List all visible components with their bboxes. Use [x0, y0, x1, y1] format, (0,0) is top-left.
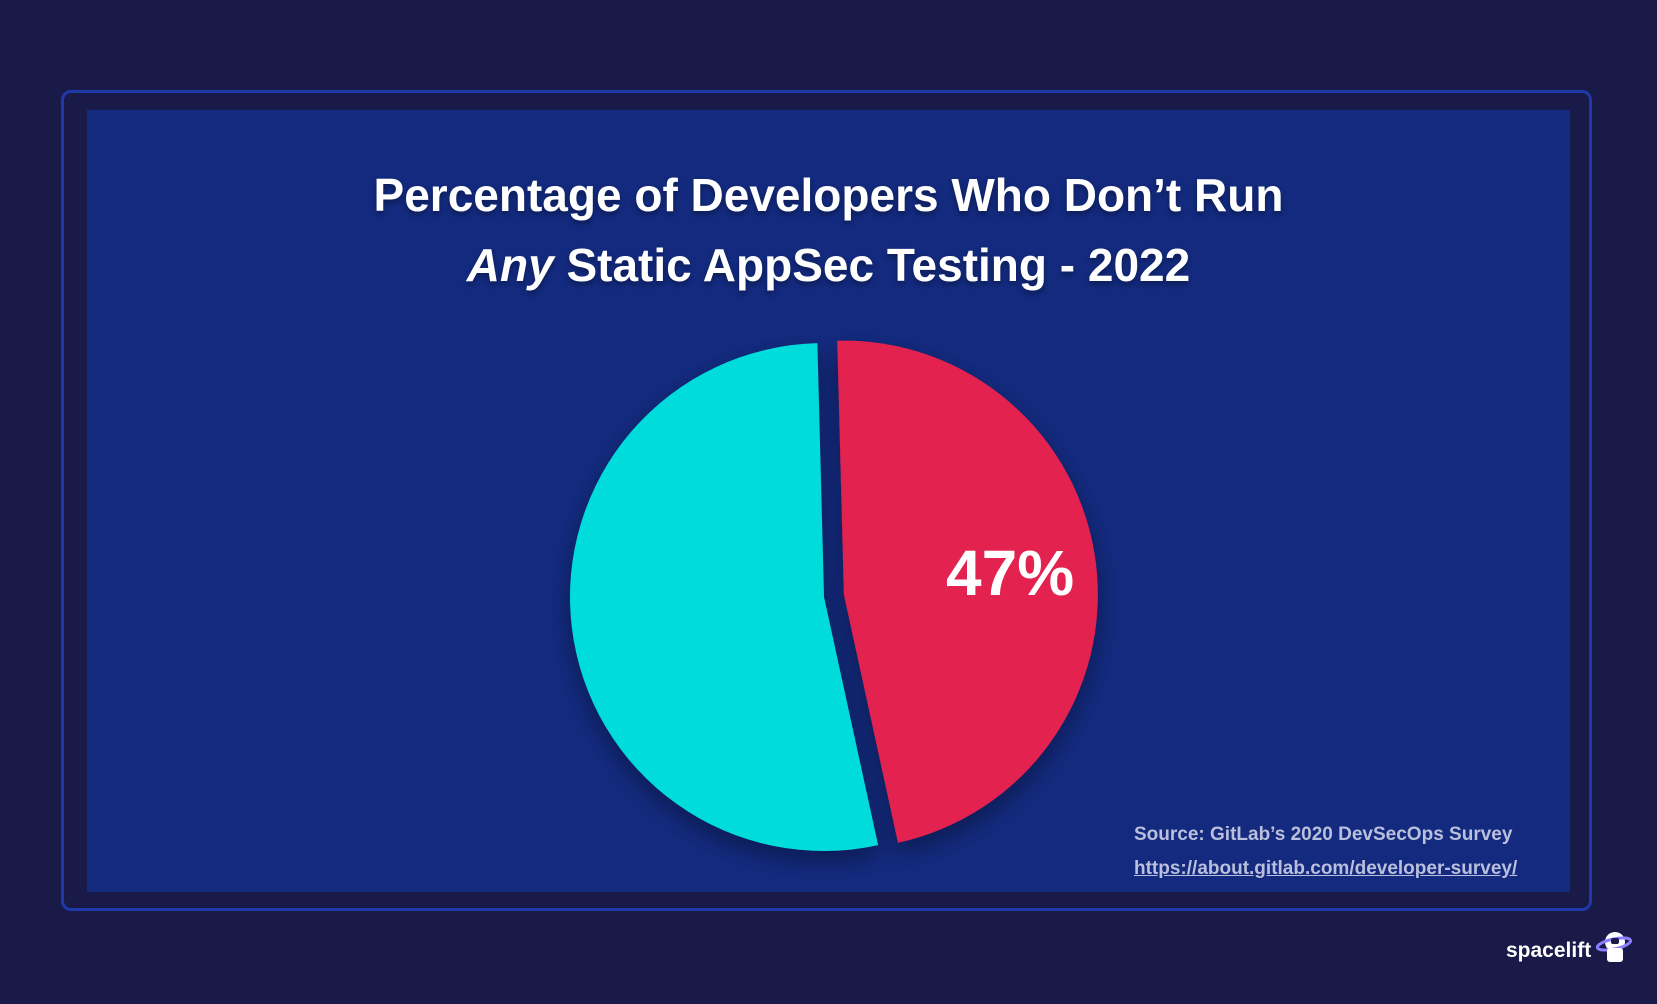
title-line-2-rest: Static AppSec Testing - 2022: [553, 239, 1191, 291]
source-text: Source: GitLab’s 2020 DevSecOps Survey: [1134, 824, 1513, 845]
title-line-1: Percentage of Developers Who Don’t Run: [373, 169, 1284, 221]
spacelift-logo: spacelift: [1506, 932, 1633, 966]
outer-frame: [61, 90, 1592, 911]
source-note: Source: GitLab’s 2020 DevSecOps Survey h…: [1134, 818, 1517, 886]
logo-text: spacelift: [1506, 939, 1592, 962]
title-line-2: Any Static AppSec Testing - 2022: [87, 230, 1570, 300]
pie-slice-0: [837, 340, 1098, 843]
title-emphasis: Any: [466, 239, 554, 291]
chart-title: Percentage of Developers Who Don’t Run A…: [87, 160, 1570, 300]
pie-slice-1: [569, 343, 879, 852]
source-link[interactable]: https://about.gitlab.com/developer-surve…: [1134, 858, 1518, 879]
astronaut-saturn-icon: [1596, 932, 1633, 962]
pie-slice-label-0: 47%: [946, 537, 1074, 609]
